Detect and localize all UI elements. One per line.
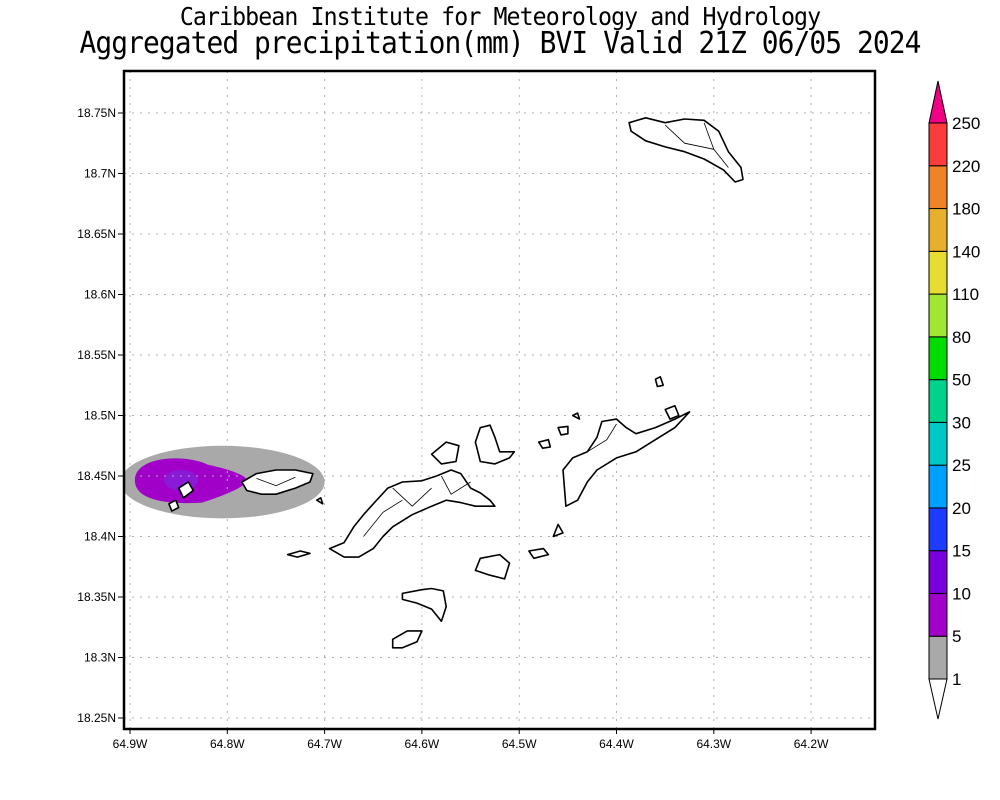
colorbar-under-triangle [928, 678, 948, 720]
island-marina-cay [430, 441, 460, 465]
island-seal-dog [537, 438, 552, 450]
x-tick-label: 64.8W [210, 737, 245, 751]
district-boundary [363, 499, 403, 537]
x-tick-label: 64.2W [794, 737, 829, 751]
chart-subtitle: Caribbean Institute for Meteorology and … [179, 2, 821, 31]
island-cooper-salt [474, 553, 511, 580]
island-great-camanoe [474, 424, 516, 465]
y-tick-label: 18.65N [77, 227, 116, 241]
island-little-jost [286, 550, 311, 558]
x-tick-label: 64.7W [307, 737, 342, 751]
x-tick-label: 64.5W [502, 737, 537, 751]
colorbar-box-20 [928, 464, 948, 509]
colorbar-over-triangle [928, 80, 948, 124]
colorbar-label: 25 [952, 456, 971, 475]
y-tick-label: 18.45N [77, 469, 116, 483]
island-peter-island [401, 587, 448, 623]
colorbar-box-10 [928, 550, 948, 594]
colorbar-label: 15 [952, 542, 971, 561]
district-boundary [441, 475, 471, 495]
colorbar-label: 5 [952, 627, 961, 646]
colorbar-label: 140 [952, 242, 980, 261]
colorbar-label: 80 [952, 328, 971, 347]
colorbar-label: 30 [952, 413, 971, 432]
island-virgin-gorda [562, 411, 691, 508]
colorbar-box-1 [928, 635, 948, 680]
district-boundary [256, 476, 296, 487]
x-tick-label: 64.4W [599, 737, 634, 751]
coastline-layer [168, 117, 744, 649]
island-fallen-jerusalem [552, 523, 564, 538]
colorbar-label: 20 [952, 499, 971, 518]
island-tortola [328, 469, 496, 558]
y-axis: 18.75N 18.7N 18.65N 18.6N 18.55N 18.5N 18.45N 1… [77, 106, 124, 725]
colorbar-box-15 [928, 507, 948, 552]
district-boundary [664, 124, 714, 150]
island-little-thatch [315, 496, 324, 505]
colorbar-box-80 [928, 293, 948, 338]
colorbar-box-180 [928, 165, 948, 210]
colorbar-label: 220 [952, 157, 980, 176]
island-anegada [628, 117, 744, 183]
x-tick-label: 64.6W [405, 737, 440, 751]
y-tick-label: 18.25N [77, 711, 116, 725]
y-tick-label: 18.55N [77, 348, 116, 362]
island-great-thatch [168, 499, 180, 512]
colorbar-label: 1 [952, 670, 961, 689]
y-tick-label: 18.6N [84, 288, 116, 302]
island-cockroach [571, 412, 581, 420]
y-tick-label: 18.5N [84, 409, 116, 423]
colorbar-label: 50 [952, 371, 971, 390]
island-ginger [528, 547, 550, 560]
colorbar-label: 110 [952, 285, 979, 304]
island-dog-islands [557, 425, 569, 436]
colorbar-box-50 [928, 336, 948, 381]
colorbar-box-25 [928, 421, 948, 466]
island-jost-van-dyke [241, 469, 314, 496]
x-tick-label: 64.9W [113, 737, 148, 751]
y-tick-label: 18.3N [84, 651, 116, 665]
island-sandy-cay [177, 481, 194, 499]
colorbar-label: 10 [952, 584, 971, 603]
district-boundary [392, 487, 432, 507]
y-tick-label: 18.7N [84, 167, 116, 181]
chart-title: Aggregated precipitation(mm) BVI Valid 2… [79, 26, 922, 61]
island-scrub [664, 404, 680, 420]
plot-frame [122, 69, 877, 731]
y-tick-label: 18.75N [77, 106, 116, 120]
island-norman-island [391, 630, 423, 649]
colorbar-box-5 [928, 592, 948, 637]
y-tick-label: 18.35N [77, 590, 116, 604]
x-tick-label: 64.3W [696, 737, 731, 751]
colorbar-box-110 [928, 250, 948, 295]
colorbar-box-30 [928, 379, 948, 423]
colorbar-box-220 [928, 122, 948, 167]
colorbar-label: 250 [952, 114, 980, 133]
island-necker [654, 375, 665, 388]
colorbar-label: 180 [952, 200, 980, 219]
x-axis: 64.9W 64.8W 64.7W 64.6W 64.5W 64.4W 64.3W 64.2W [113, 729, 829, 751]
district-boundary [703, 122, 729, 168]
y-tick-label: 18.4N [84, 530, 116, 544]
district-boundary [587, 423, 617, 453]
colorbar-box-140 [928, 208, 948, 252]
grid-lines [124, 71, 875, 729]
